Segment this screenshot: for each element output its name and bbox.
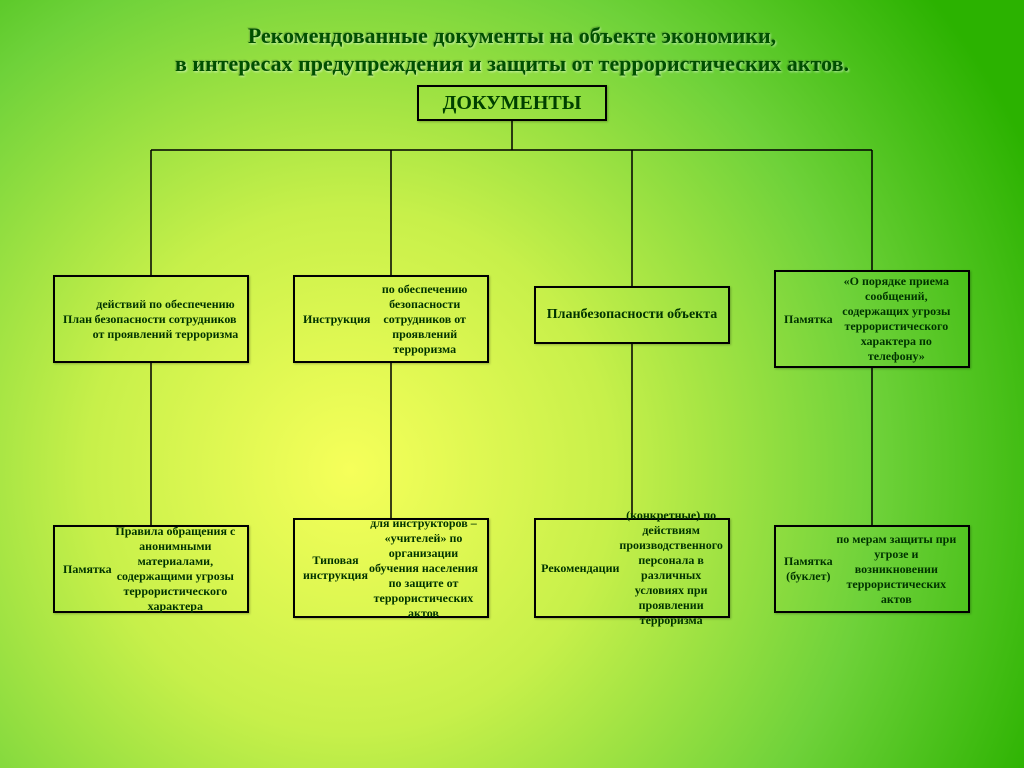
node-box-3-line-1: «О порядке приема сообщений, содержащих … (833, 274, 960, 364)
node-box-7: Памятка (буклет)по мерам защиты при угро… (774, 525, 970, 613)
page-title-line2: в интересах предупреждения и защиты от т… (0, 50, 1024, 79)
node-box-0-line-1: действий по обеспечению безопасности сот… (92, 297, 239, 342)
node-box-5: Типовая инструкциядля инструкторов – «уч… (293, 518, 489, 618)
node-box-3: Памятка«О порядке приема сообщений, соде… (774, 270, 970, 368)
node-box-2-line-1: безопасности объекта (581, 306, 718, 324)
node-box-1-line-0: Инструкция (303, 312, 370, 327)
node-box-1-line-1: по обеспечению безопасности сотрудников … (370, 282, 479, 357)
page-title-line1: Рекомендованные документы на объекте эко… (0, 22, 1024, 51)
node-box-6-line-1: (конкретные) по действиям производственн… (619, 508, 722, 628)
node-box-1: Инструкцияпо обеспечению безопасности со… (293, 275, 489, 363)
node-box-3-line-0: Памятка (784, 312, 833, 327)
node-box-2-line-0: План (547, 306, 581, 324)
node-box-6-line-0: Рекомендации (541, 561, 619, 576)
node-box-4-line-0: Памятка (63, 562, 112, 577)
node-box-2: Планбезопасности объекта (534, 286, 730, 344)
node-box-0: Пландействий по обеспечению безопасности… (53, 275, 249, 363)
node-box-7-line-1: по мерам защиты при угрозе и возникновен… (833, 532, 960, 607)
root-node: ДОКУМЕНТЫ (417, 85, 607, 121)
node-box-6: Рекомендации(конкретные) по действиям пр… (534, 518, 730, 618)
node-box-4-line-1: Правила обращения с анонимными материала… (112, 524, 239, 614)
node-box-4: ПамяткаПравила обращения с анонимными ма… (53, 525, 249, 613)
node-box-0-line-0: План (63, 312, 92, 327)
node-box-7-line-0: Памятка (буклет) (784, 554, 833, 584)
node-box-5-line-1: для инструкторов – «учителей» по организ… (368, 516, 479, 621)
diagram-content: Рекомендованные документы на объекте эко… (0, 0, 1024, 768)
node-box-5-line-0: Типовая инструкция (303, 553, 368, 583)
